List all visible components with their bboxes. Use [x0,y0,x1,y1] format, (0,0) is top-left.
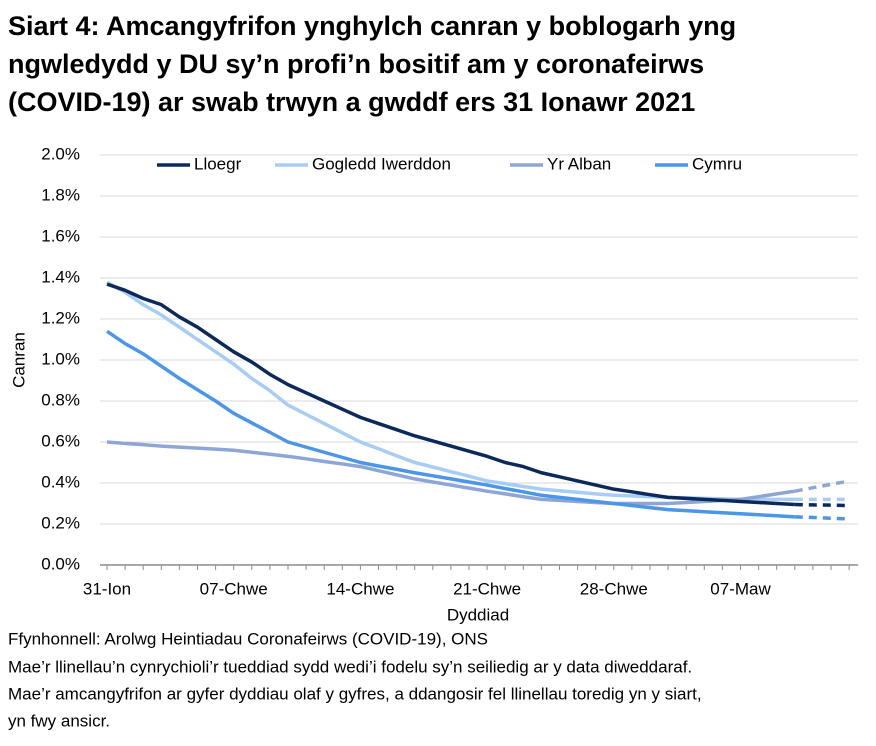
chart-title: (COVID-19) ar swab trwyn a gwddf ers 31 … [8,87,695,117]
y-tick-label: 0.2% [41,513,80,532]
x-tick-label: 07-Maw [710,579,771,598]
series-line [106,280,795,502]
legend-label: Cymru [692,154,742,173]
projected-line [794,479,850,493]
y-tick-label: 2.0% [41,144,80,163]
legend-label: Gogledd Iwerddon [312,154,451,173]
series-line [106,282,795,507]
chart-title: ngwledydd y DU sy’n profi’n bositif am y… [8,49,704,79]
note: Mae’r llinellau’n cynrychioli’r tueddiad… [8,657,692,676]
series-line [106,329,795,519]
y-tick-label: 0.0% [41,554,80,573]
y-axis-title: Canran [9,332,28,388]
y-tick-label: 0.6% [41,431,80,450]
series-line [106,440,796,506]
x-tick-label: 28-Chwe [580,579,648,598]
x-axis-title: Dyddiad [447,605,509,624]
y-tick-label: 1.0% [41,349,80,368]
x-tick-label: 14-Chwe [326,579,394,598]
source-note: Ffynhonnell: Arolwg Heintiadau Coronafei… [8,629,488,648]
x-tick-label: 07-Chwe [200,579,268,598]
x-tick-label: 21-Chwe [453,579,521,598]
y-tick-label: 1.8% [41,185,80,204]
note: Mae’r amcangyfrifon ar gyfer dyddiau ola… [8,684,702,703]
x-tick-label: 31-Ion [83,579,131,598]
legend-label: Lloegr [194,154,242,173]
chart-title: Siart 4: Amcangyfrifon ynghylch canran y… [8,11,736,41]
y-tick-label: 1.4% [41,267,80,286]
projected-line [794,502,850,508]
y-tick-label: 1.6% [41,226,80,245]
legend-label: Yr Alban [547,154,611,173]
projected-line [794,515,850,521]
y-tick-label: 1.2% [41,308,80,327]
note: yn fwy ansicr. [8,711,110,730]
y-tick-label: 0.4% [41,472,80,491]
y-tick-label: 0.8% [41,390,80,409]
